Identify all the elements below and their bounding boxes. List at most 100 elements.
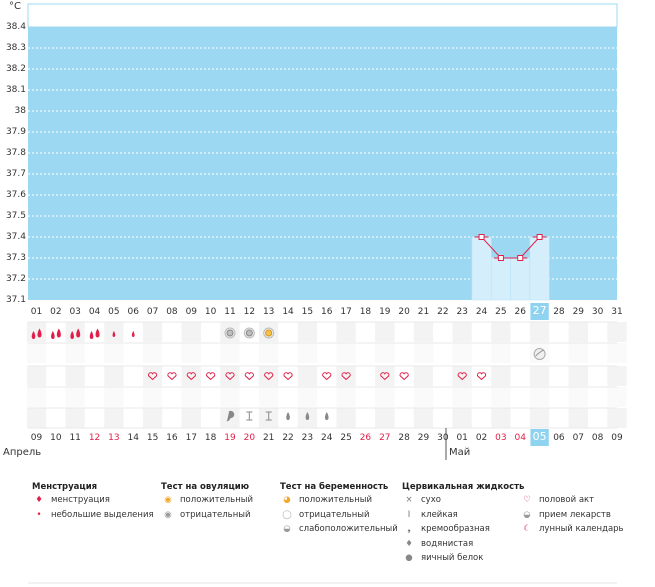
x-cycle-day-label[interactable]: 14 xyxy=(282,307,294,317)
calendar-cell xyxy=(471,366,492,386)
x-cycle-day-label[interactable]: 27 xyxy=(532,304,547,317)
calendar-cell xyxy=(549,366,569,386)
calendar-cell xyxy=(26,408,47,428)
x-cycle-day-label[interactable]: 29 xyxy=(572,307,585,317)
x-date-label[interactable]: 29 xyxy=(417,433,430,443)
x-date-label[interactable]: 02 xyxy=(475,433,488,443)
x-cycle-day-label[interactable]: 22 xyxy=(437,307,449,317)
x-cycle-day-label[interactable]: 04 xyxy=(88,307,101,317)
x-date-label[interactable]: 21 xyxy=(262,433,275,443)
temperature-point xyxy=(497,255,504,261)
calendar-cell xyxy=(510,343,530,363)
x-cycle-day-label[interactable]: 17 xyxy=(340,307,352,317)
x-cycle-day-label[interactable]: 05 xyxy=(108,307,120,317)
x-date-label[interactable]: 27 xyxy=(379,433,391,443)
x-cycle-day-label[interactable]: 23 xyxy=(456,307,468,317)
calendar-cell xyxy=(375,387,395,407)
x-cycle-day-label[interactable]: 15 xyxy=(301,307,314,317)
calendar-cell xyxy=(394,343,414,363)
heart-icon xyxy=(264,372,274,381)
calendar-cell xyxy=(220,387,240,407)
calendar-cell xyxy=(375,322,395,342)
calendar-cell xyxy=(104,366,124,386)
x-date-label[interactable]: 26 xyxy=(359,433,372,443)
x-cycle-day-label[interactable]: 02 xyxy=(50,307,62,317)
temperature-bar xyxy=(490,257,511,301)
heart-icon xyxy=(380,372,390,381)
calendar-cell xyxy=(317,387,337,407)
x-date-label[interactable]: 08 xyxy=(591,433,604,443)
heart-icon xyxy=(322,372,332,381)
x-date-label[interactable]: 22 xyxy=(282,433,294,443)
x-cycle-day-label[interactable]: 30 xyxy=(591,307,604,317)
x-cycle-day-label[interactable]: 11 xyxy=(224,307,236,317)
x-date-label[interactable]: 15 xyxy=(146,433,159,443)
x-date-label[interactable]: 23 xyxy=(301,433,314,443)
heart-icon xyxy=(476,372,487,381)
calendar-cell xyxy=(433,343,453,363)
x-cycle-day-label[interactable]: 18 xyxy=(359,307,372,317)
x-cycle-day-label[interactable]: 31 xyxy=(611,307,623,317)
x-date-label[interactable]: 09 xyxy=(611,433,623,443)
calendar-cell xyxy=(413,387,434,407)
x-date-label[interactable]: 20 xyxy=(243,433,256,443)
calendar-cell xyxy=(549,322,569,342)
calendar-cell xyxy=(317,322,337,342)
temperature-bar xyxy=(510,257,531,301)
x-cycle-day-label[interactable]: 09 xyxy=(185,307,198,317)
x-date-label[interactable]: 13 xyxy=(108,433,120,443)
x-cycle-day-label[interactable]: 25 xyxy=(495,307,507,317)
y-tick-label: 37.9 xyxy=(5,127,26,137)
x-cycle-day-label[interactable]: 01 xyxy=(30,307,43,317)
x-date-label[interactable]: 04 xyxy=(514,433,526,443)
x-date-label[interactable]: 06 xyxy=(553,433,565,443)
x-cycle-day-label[interactable]: 08 xyxy=(166,307,178,317)
x-cycle-day-label[interactable]: 21 xyxy=(417,307,430,317)
calendar-cell xyxy=(162,343,182,363)
calendar-cell xyxy=(123,387,143,407)
x-cycle-day-label[interactable]: 20 xyxy=(398,307,410,317)
calendar-cell xyxy=(142,343,163,363)
x-date-label[interactable]: 10 xyxy=(50,433,62,443)
x-date-label[interactable]: 14 xyxy=(127,433,139,443)
x-cycle-day-label[interactable]: 16 xyxy=(321,307,333,317)
x-cycle-day-label[interactable]: 10 xyxy=(204,307,217,317)
x-cycle-day-label[interactable]: 13 xyxy=(262,307,275,317)
x-date-label[interactable]: 16 xyxy=(166,433,178,443)
x-cycle-day-label[interactable]: 26 xyxy=(514,307,526,317)
egg-white-icon: ● xyxy=(405,553,413,563)
x-cycle-day-label[interactable]: 07 xyxy=(146,307,159,317)
x-cycle-day-label[interactable]: 06 xyxy=(127,307,139,317)
legend-label: половой акт xyxy=(539,495,595,505)
x-date-label[interactable]: 09 xyxy=(30,433,43,443)
x-date-label[interactable]: 12 xyxy=(88,433,101,443)
watery-icon xyxy=(324,412,329,420)
x-date-label[interactable]: 03 xyxy=(495,433,507,443)
temperature-point xyxy=(536,234,543,240)
x-date-label[interactable]: 25 xyxy=(340,433,352,443)
calendar-cell xyxy=(297,387,318,407)
x-cycle-day-label[interactable]: 12 xyxy=(243,307,256,317)
x-date-label[interactable]: 30 xyxy=(437,433,449,443)
legend-heading: Тест на беременность xyxy=(280,482,389,492)
legend-label: лунный календарь xyxy=(539,524,624,534)
x-date-label[interactable]: 19 xyxy=(224,433,236,443)
x-date-label[interactable]: 18 xyxy=(204,433,217,443)
legend-item: ◕ положительный xyxy=(280,495,372,505)
x-date-label[interactable]: 01 xyxy=(456,433,468,443)
x-date-label[interactable]: 11 xyxy=(69,433,81,443)
x-date-label[interactable]: 05 xyxy=(532,430,547,443)
calendar-cell xyxy=(355,387,376,407)
x-cycle-day-label[interactable]: 28 xyxy=(553,307,565,317)
legend-label: яичный белок xyxy=(421,553,484,563)
calendar-cell xyxy=(297,366,318,386)
x-date-label[interactable]: 17 xyxy=(185,433,198,443)
x-date-label[interactable]: 07 xyxy=(572,433,585,443)
x-cycle-day-label[interactable]: 19 xyxy=(379,307,391,317)
calendar-cell xyxy=(452,387,472,407)
x-cycle-day-label[interactable]: 24 xyxy=(475,307,488,317)
x-date-label[interactable]: 28 xyxy=(398,433,410,443)
x-cycle-day-label[interactable]: 03 xyxy=(69,307,81,317)
calendar-cell xyxy=(84,408,105,428)
x-date-label[interactable]: 24 xyxy=(321,433,333,443)
